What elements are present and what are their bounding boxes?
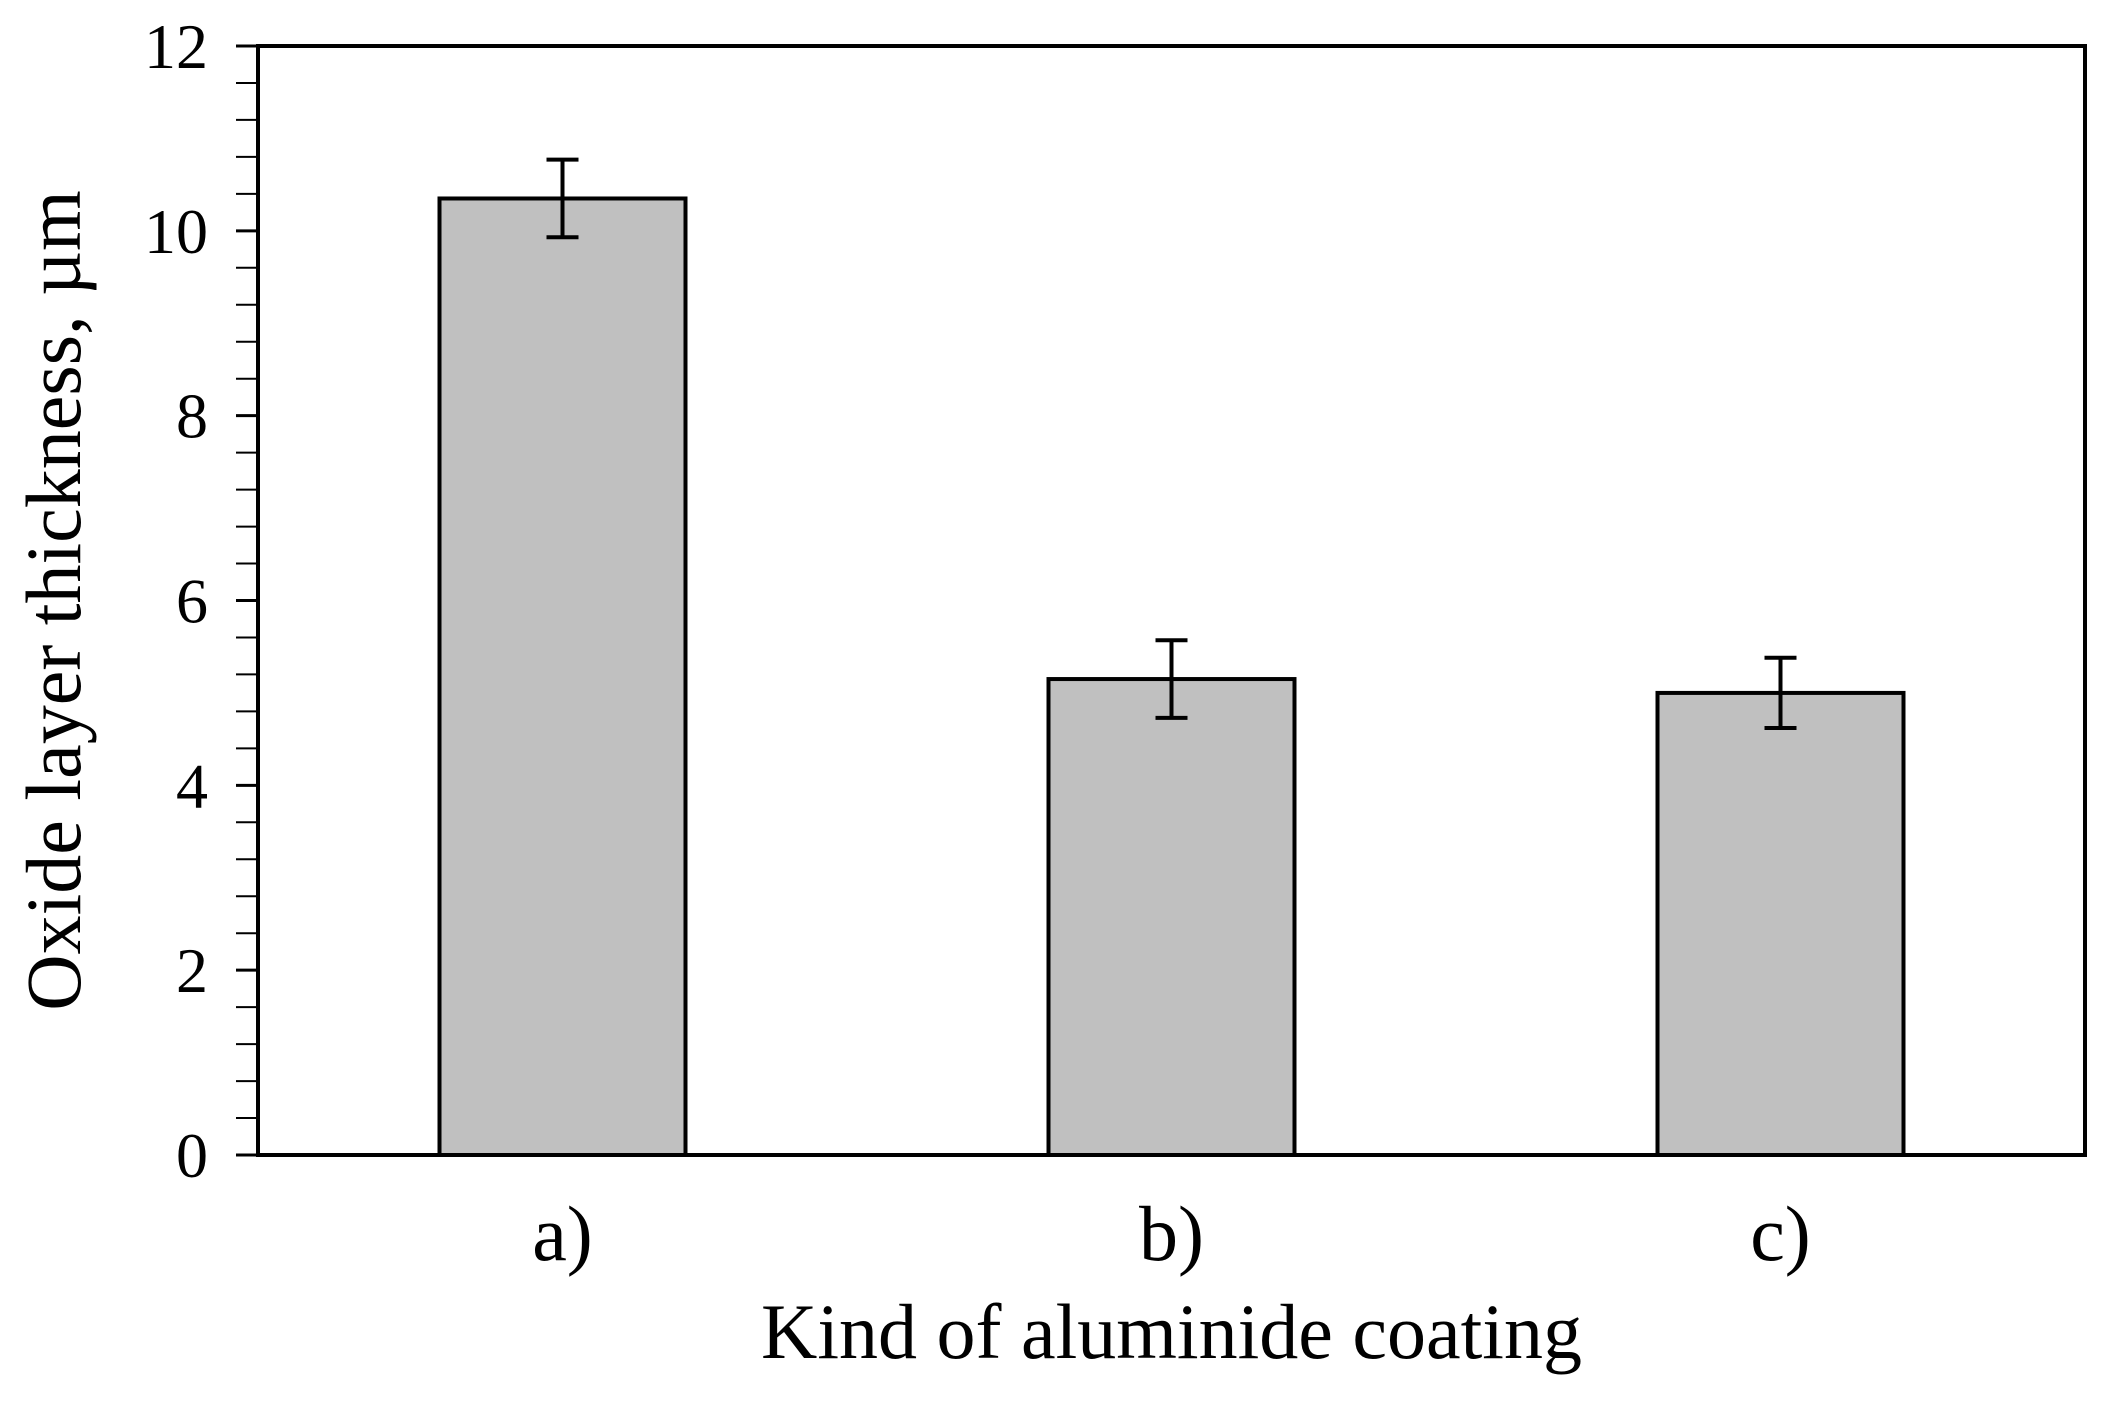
y-axis: 0 2 4 6 8 10 12: [144, 11, 258, 1191]
y-tick-label: 2: [176, 935, 208, 1006]
y-tick-label: 8: [176, 381, 208, 452]
bars: [437, 196, 1906, 1158]
y-tick-label: 4: [176, 750, 208, 821]
y-tick-label: 10: [144, 196, 208, 267]
x-tick-label: b): [1139, 1190, 1204, 1277]
x-tick-label: c): [1750, 1190, 1811, 1277]
y-tick-label: 6: [176, 566, 208, 637]
x-axis: a) b) c): [532, 1190, 1811, 1277]
x-tick-label: a): [532, 1190, 593, 1277]
x-axis-title: Kind of aluminide coating: [761, 1288, 1582, 1375]
y-tick-label: 12: [144, 11, 208, 82]
bar: [1655, 690, 1906, 1158]
y-axis-title: Oxide layer thickness, µm: [10, 190, 97, 1010]
error-bars: [546, 157, 1797, 731]
y-tick-label: 0: [176, 1120, 208, 1191]
bar: [1046, 677, 1297, 1157]
bar: [437, 196, 688, 1158]
